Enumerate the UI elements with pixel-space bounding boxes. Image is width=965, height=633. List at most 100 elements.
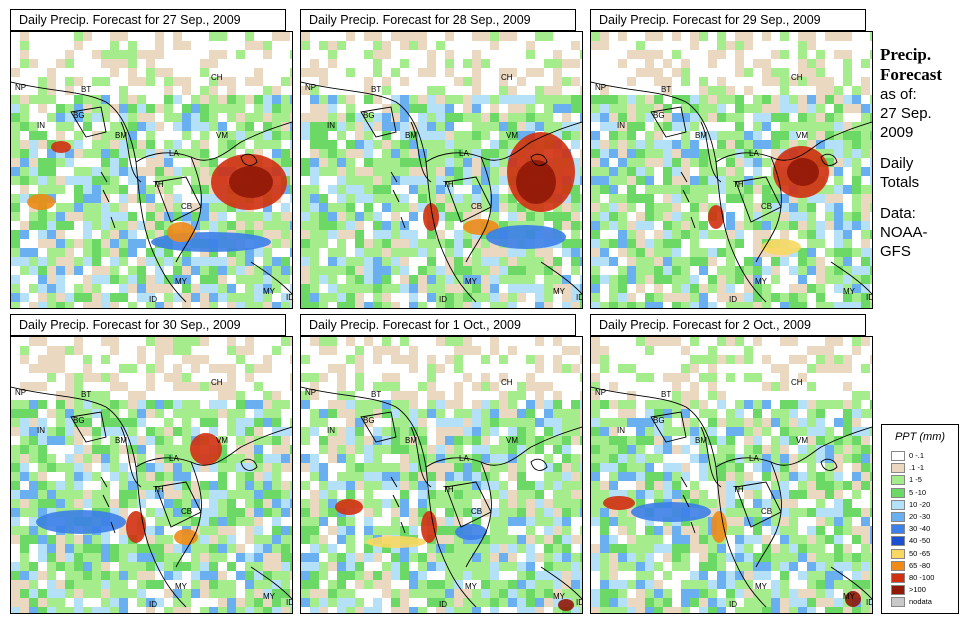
side-info: Precip. Forecast as of: 27 Sep. 2009 Dai… <box>880 45 942 261</box>
precip-map-svg: CH NP BT IN BG BM VM LA TH CB MY ID MY ID <box>301 32 582 308</box>
legend-label: 0 -.1 <box>909 451 925 460</box>
side-totals: Totals <box>880 174 920 191</box>
country-label: BM <box>115 436 127 445</box>
country-label: TH <box>153 485 164 494</box>
rain-band <box>455 524 487 540</box>
country-label: BG <box>73 416 85 425</box>
legend-item: >100 <box>891 585 951 596</box>
precip-field <box>301 337 582 613</box>
country-label: MY <box>175 582 188 591</box>
country-label: BG <box>653 111 665 120</box>
side-date1: 27 Sep. <box>880 105 932 122</box>
country-label: NP <box>305 83 316 92</box>
border-line <box>650 106 687 138</box>
country-label: CB <box>181 507 192 516</box>
side-title-line2: Forecast <box>880 65 942 84</box>
country-label: ID <box>149 295 157 304</box>
country-label: BM <box>115 131 127 140</box>
side-daily: Daily <box>880 155 914 172</box>
rain-band <box>486 225 566 249</box>
border-line <box>820 153 838 166</box>
side-asof: as of: <box>880 86 917 103</box>
country-label: BM <box>405 436 417 445</box>
rain-band <box>335 499 363 515</box>
legend-label: 30 -40 <box>909 524 931 534</box>
legend-item: 65 -80 <box>891 560 951 571</box>
precip-field <box>591 337 872 613</box>
rain-band <box>603 496 635 510</box>
border-line <box>820 458 838 471</box>
legend-label: 20 -30 <box>909 512 931 521</box>
rain-band <box>167 222 195 242</box>
legend-swatch <box>891 463 905 474</box>
border-line <box>530 153 548 166</box>
country-label: CB <box>471 202 482 211</box>
precip-map-2: CH NP BT IN BG BM VM LA TH CB MY ID MY ID <box>300 31 583 309</box>
legend-label: 65 -80 <box>909 560 931 570</box>
country-label: MY <box>553 287 566 296</box>
country-label: VM <box>216 131 228 140</box>
country-label: BT <box>371 85 381 94</box>
border-line <box>540 261 582 295</box>
precip-map-svg: CH NP BT IN BG BM VM LA TH CB MY ID MY ID <box>591 337 872 613</box>
rain-band <box>845 591 861 607</box>
border-line <box>425 121 582 163</box>
rain-band <box>366 536 426 548</box>
legend-item: .1 -1 <box>891 463 951 474</box>
legend-swatch <box>891 548 905 559</box>
country-label: MY <box>843 287 856 296</box>
legend-item: 20 -30 <box>891 512 951 522</box>
country-label: MY <box>755 582 768 591</box>
border-line <box>700 121 722 183</box>
legend-item: 50 -65 <box>891 548 951 559</box>
legend-item: 5 -10 <box>891 487 951 498</box>
country-label: BT <box>661 390 671 399</box>
legend-label: >100 <box>909 585 926 595</box>
border-line <box>175 156 202 263</box>
country-label: ID <box>439 295 447 304</box>
rain-band <box>126 511 146 543</box>
country-label: ID <box>439 600 447 609</box>
legend-swatch <box>891 597 905 608</box>
side-title-line1: Precip. <box>880 45 932 64</box>
country-label: BT <box>81 85 91 94</box>
border-line <box>445 481 492 528</box>
side-data-label: Data: <box>880 205 916 222</box>
country-label: CH <box>211 378 223 387</box>
border-line <box>680 171 696 229</box>
country-label: CB <box>761 507 772 516</box>
legend-item: 10 -20 <box>891 499 951 510</box>
country-label: NP <box>15 388 26 397</box>
border-line <box>830 566 872 600</box>
rain-band <box>711 511 727 543</box>
country-label: TH <box>443 485 454 494</box>
border-line <box>100 476 116 534</box>
legend-label: 80 -100 <box>909 573 935 582</box>
border-line <box>680 476 696 534</box>
border-line <box>410 121 432 183</box>
legend-label: 1 -5 <box>909 475 922 485</box>
country-label: ID <box>576 293 582 302</box>
country-label: IN <box>327 426 335 435</box>
border-line <box>700 426 722 488</box>
legend-item: 30 -40 <box>891 524 951 535</box>
border-line <box>445 176 492 223</box>
border-line <box>465 156 492 263</box>
country-label: ID <box>286 598 292 607</box>
country-label: CH <box>501 378 513 387</box>
precip-map-svg: CH NP BT IN BG BM VM LA TH CB MY ID MY ID <box>301 337 582 613</box>
country-label: CH <box>791 378 803 387</box>
legend-swatch <box>891 512 905 522</box>
legend-label: 10 -20 <box>909 499 931 509</box>
legend-swatch <box>891 499 905 510</box>
border-line <box>70 411 107 443</box>
border-line <box>155 176 202 223</box>
legend-swatch <box>891 487 905 498</box>
rain-band <box>190 433 222 465</box>
rain-band <box>787 158 819 186</box>
border-line <box>735 176 782 223</box>
rain-band <box>229 166 273 198</box>
border-line <box>135 121 292 163</box>
country-label: LA <box>459 454 469 463</box>
country-label: LA <box>749 454 759 463</box>
